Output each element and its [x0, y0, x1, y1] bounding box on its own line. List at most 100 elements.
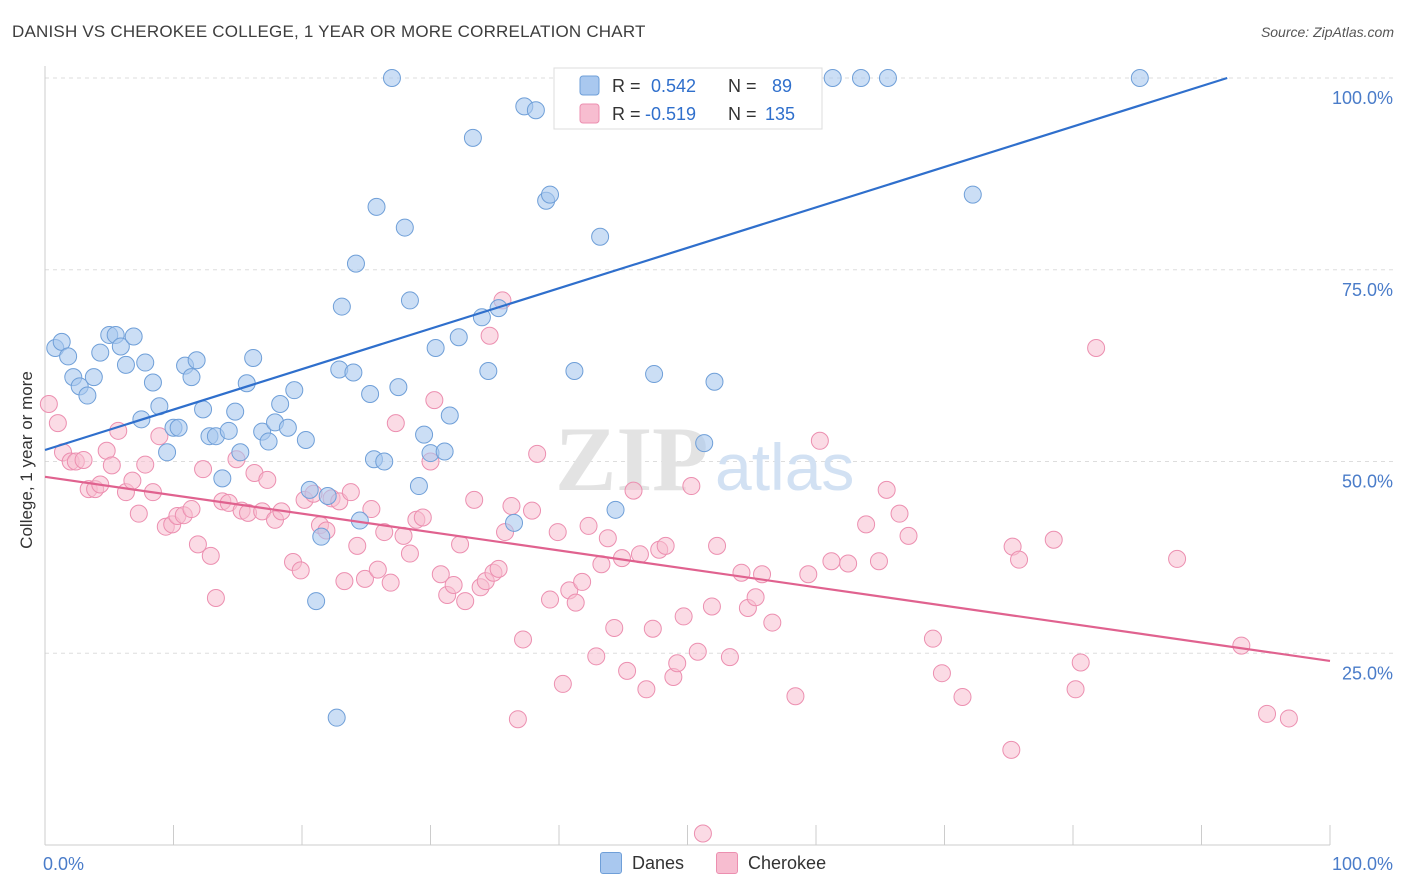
cherokee-point	[514, 630, 533, 649]
danes-point	[300, 480, 319, 499]
cherokee-point	[291, 561, 310, 580]
danes-point	[426, 338, 445, 357]
danes-point	[591, 227, 610, 246]
danes-point	[606, 500, 625, 519]
cherokee-point	[258, 470, 277, 489]
danes-point	[312, 527, 331, 546]
cherokee-point	[502, 496, 521, 515]
danes-point	[116, 355, 135, 374]
cherokee-point	[341, 483, 360, 502]
cherokee-point	[720, 648, 739, 667]
cherokee-point	[381, 573, 400, 592]
danes-point	[169, 418, 188, 437]
cherokee-point	[786, 687, 805, 706]
cherokee-point	[682, 477, 701, 496]
danes-point	[84, 368, 103, 387]
danes-point	[259, 432, 278, 451]
danes-point	[415, 425, 434, 444]
danes-point	[318, 487, 337, 506]
danes-point	[136, 353, 155, 372]
cherokee-point	[763, 613, 782, 632]
cherokee-point	[1002, 740, 1021, 759]
danes-point	[382, 69, 401, 87]
cherokee-point	[553, 674, 572, 693]
cherokee-point	[548, 523, 567, 542]
danes-trend-line	[44, 76, 1228, 452]
cherokee-point	[857, 515, 876, 534]
cherokee-point	[1232, 636, 1251, 655]
cherokee-point	[566, 593, 585, 612]
cherokee-point	[1010, 550, 1029, 569]
cherokee-point	[869, 552, 888, 571]
danes-point	[244, 348, 263, 367]
danes-point	[307, 592, 326, 611]
cherokee-point	[129, 504, 148, 523]
cherokee-point	[810, 431, 829, 450]
x-tick-label: 0.0%	[43, 854, 84, 874]
danes-point	[449, 328, 468, 347]
danes-point	[278, 418, 297, 437]
cherokee-point	[201, 546, 220, 565]
tick-labels: 25.0% 50.0% 75.0% 100.0% 0.0% 100.0%	[43, 88, 1393, 874]
cherokee-point	[587, 647, 606, 666]
danes-n-value: 89	[772, 76, 792, 96]
cherokee-swatch	[579, 103, 600, 124]
cherokee-point	[425, 391, 444, 410]
danes-point	[479, 361, 498, 380]
legend-swatch-danes	[600, 852, 622, 874]
cherokee-point	[637, 680, 656, 699]
danes-point	[231, 443, 250, 462]
danes-point	[271, 394, 290, 413]
danes-point	[505, 513, 524, 532]
cherokee-point	[708, 536, 727, 555]
danes-point	[226, 402, 245, 421]
cherokee-point	[1071, 653, 1090, 672]
cherokee-point	[799, 565, 818, 584]
danes-point	[375, 452, 394, 471]
y-axis-label: College, 1 year or more	[17, 371, 36, 549]
cherokee-point	[923, 629, 942, 648]
danes-point	[409, 477, 428, 496]
danes-point	[526, 101, 545, 120]
legend-swatch-cherokee	[716, 852, 739, 874]
cherokee-point	[1066, 680, 1085, 699]
cherokee-point	[528, 444, 547, 463]
cherokee-point	[598, 529, 617, 548]
danes-point	[435, 442, 454, 461]
cherokee-point	[206, 589, 225, 608]
danes-r-label: R =	[612, 76, 641, 96]
danes-point	[194, 400, 213, 419]
cherokee-point	[839, 554, 858, 573]
y-tick-label: 75.0%	[1342, 280, 1393, 300]
cherokee-point	[136, 455, 155, 474]
cherokee-point	[451, 535, 470, 554]
cherokee-point	[732, 563, 751, 582]
danes-point	[361, 385, 380, 404]
cherokee-point	[188, 535, 207, 554]
legend-label-cherokee: Cherokee	[748, 852, 827, 873]
danes-point	[111, 337, 130, 356]
axes	[44, 66, 1331, 846]
danes-point	[124, 327, 143, 346]
cherokee-point	[822, 552, 841, 571]
y-tick-label: 25.0%	[1342, 663, 1393, 683]
cherokee-r-label: R =	[612, 104, 641, 124]
danes-point	[705, 372, 724, 391]
cherokee-point	[668, 654, 687, 673]
cherokee-point	[150, 427, 169, 446]
danes-point	[440, 406, 459, 425]
danes-point	[565, 361, 584, 380]
danes-point	[878, 69, 897, 87]
cherokee-point	[523, 501, 542, 520]
cherokee-point	[541, 590, 560, 609]
cherokee-point	[444, 575, 463, 594]
danes-point	[395, 218, 414, 237]
danes-point	[963, 185, 982, 204]
cherokee-point	[702, 597, 721, 616]
cherokee-point	[375, 523, 394, 542]
stats-legend: R = 0.542 N = 89 R = -0.519 N = 135	[553, 67, 823, 130]
cherokee-point	[39, 394, 58, 413]
x-tick-label: 100.0%	[1332, 854, 1393, 874]
cherokee-point	[74, 450, 93, 469]
chart-title: DANISH VS CHEROKEE COLLEGE, 1 YEAR OR MO…	[12, 22, 646, 41]
